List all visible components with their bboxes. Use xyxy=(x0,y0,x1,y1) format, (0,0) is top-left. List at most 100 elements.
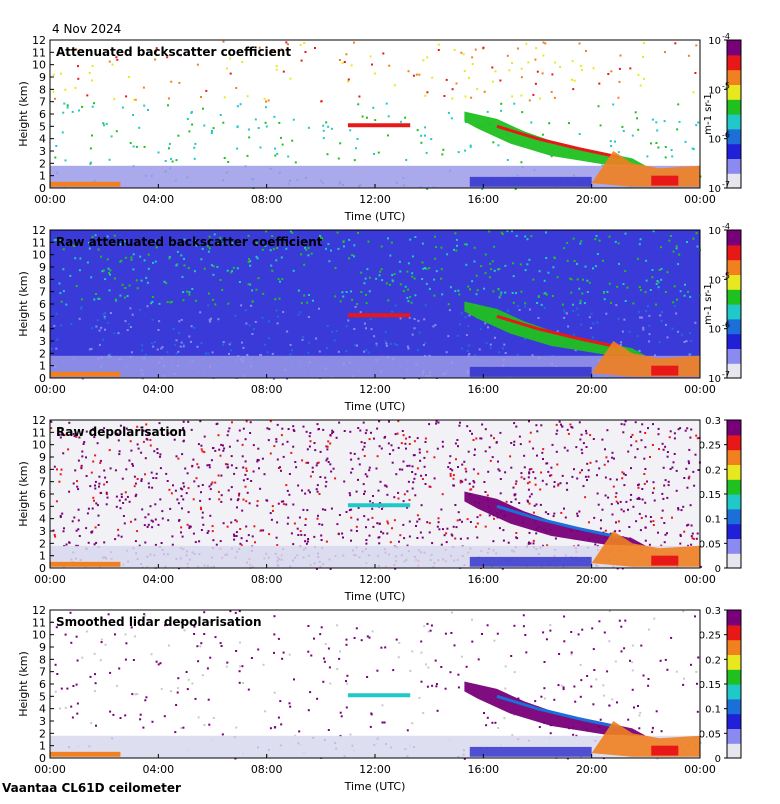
noise-pixel xyxy=(466,425,469,428)
noise-pixel xyxy=(249,51,252,54)
noise-pixel xyxy=(455,526,458,529)
noise-pixel xyxy=(281,657,284,660)
noise-pixel xyxy=(125,427,128,430)
noise-pixel xyxy=(186,472,189,475)
noise-pixel xyxy=(147,482,150,485)
noise-pixel xyxy=(106,235,109,238)
noise-pixel xyxy=(114,633,116,636)
noise-pixel xyxy=(208,464,211,466)
noise-pixel xyxy=(322,428,325,431)
colorbar-step xyxy=(727,543,741,547)
noise-pixel xyxy=(586,479,588,481)
noise-pixel xyxy=(389,254,392,257)
noise-pixel xyxy=(132,253,135,256)
noise-pixel xyxy=(406,490,409,493)
y-tick-label: 5 xyxy=(39,500,46,513)
noise-pixel xyxy=(515,234,518,237)
noise-pixel xyxy=(341,291,344,294)
x-tick-label: 12:00 xyxy=(359,383,391,396)
noise-pixel xyxy=(491,80,494,83)
noise-pixel xyxy=(639,238,642,241)
noise-pixel xyxy=(570,651,573,654)
noise-pixel xyxy=(620,423,623,426)
noise-pixel xyxy=(454,290,457,293)
noise-pixel xyxy=(684,429,687,432)
noise-pixel xyxy=(276,152,279,155)
noise-pixel xyxy=(249,283,252,286)
noise-pixel xyxy=(644,515,647,518)
noise-pixel xyxy=(290,532,293,535)
noise-pixel xyxy=(365,542,368,545)
noise-pixel xyxy=(679,533,682,536)
low-cloud-core xyxy=(651,555,679,566)
noise-pixel xyxy=(476,88,479,91)
noise-pixel xyxy=(411,275,414,278)
noise-pixel xyxy=(171,160,174,163)
colorbar-step xyxy=(727,498,741,502)
noise-pixel xyxy=(182,427,185,429)
noise-pixel xyxy=(692,237,695,240)
colorbar-step xyxy=(727,479,741,483)
colorbar-step xyxy=(727,627,741,631)
noise-pixel xyxy=(623,484,626,487)
noise-pixel xyxy=(300,533,303,536)
noise-pixel xyxy=(75,48,78,51)
noise-pixel xyxy=(441,153,444,156)
noise-pixel xyxy=(579,64,582,67)
noise-pixel xyxy=(689,353,692,355)
colorbar-frame xyxy=(726,229,742,379)
noise-pixel xyxy=(545,231,547,234)
noise-pixel xyxy=(231,242,234,245)
noise-pixel xyxy=(155,246,158,249)
noise-pixel xyxy=(609,532,612,535)
noise-pixel xyxy=(256,257,259,260)
noise-pixel xyxy=(644,468,647,470)
noise-pixel xyxy=(647,678,650,680)
x-tick-label: 04:00 xyxy=(142,763,174,776)
noise-pixel xyxy=(536,454,538,457)
noise-pixel xyxy=(101,270,104,273)
noise-pixel xyxy=(594,543,597,546)
noise-pixel xyxy=(612,485,615,488)
noise-pixel xyxy=(124,287,127,289)
noise-pixel xyxy=(696,682,698,685)
noise-pixel xyxy=(182,440,185,443)
noise-pixel xyxy=(408,436,411,439)
noise-pixel xyxy=(152,345,155,348)
noise-pixel xyxy=(246,354,249,356)
colorbar-step xyxy=(727,484,741,488)
noise-pixel xyxy=(367,518,370,521)
noise-pixel xyxy=(548,122,551,125)
colorbar-step xyxy=(727,681,741,685)
noise-pixel xyxy=(494,721,497,724)
noise-pixel xyxy=(71,716,74,719)
noise-pixel xyxy=(363,350,366,353)
plot-background xyxy=(50,420,700,568)
noise-pixel xyxy=(376,455,379,458)
noise-pixel xyxy=(71,243,73,246)
noise-pixel xyxy=(150,519,153,522)
noise-pixel xyxy=(538,726,541,728)
colorbar-step xyxy=(727,651,741,655)
noise-pixel xyxy=(457,289,460,292)
noise-pixel xyxy=(276,458,279,461)
colorbar-step xyxy=(727,286,741,290)
noise-pixel xyxy=(608,704,611,707)
noise-pixel xyxy=(86,94,89,97)
colorbar-step xyxy=(727,165,741,169)
noise-pixel xyxy=(102,269,105,272)
noise-pixel xyxy=(165,282,168,285)
colorbar-step xyxy=(727,338,741,342)
colorbar-step xyxy=(727,291,741,295)
noise-pixel xyxy=(245,420,248,423)
noise-pixel xyxy=(455,458,457,461)
noise-pixel xyxy=(440,666,443,668)
noise-pixel xyxy=(54,238,57,241)
noise-pixel xyxy=(328,260,331,263)
noise-pixel xyxy=(199,311,202,314)
noise-pixel xyxy=(327,461,330,463)
noise-pixel xyxy=(252,444,255,447)
noise-pixel xyxy=(278,297,281,300)
noise-pixel xyxy=(151,296,154,298)
noise-pixel xyxy=(371,502,374,505)
